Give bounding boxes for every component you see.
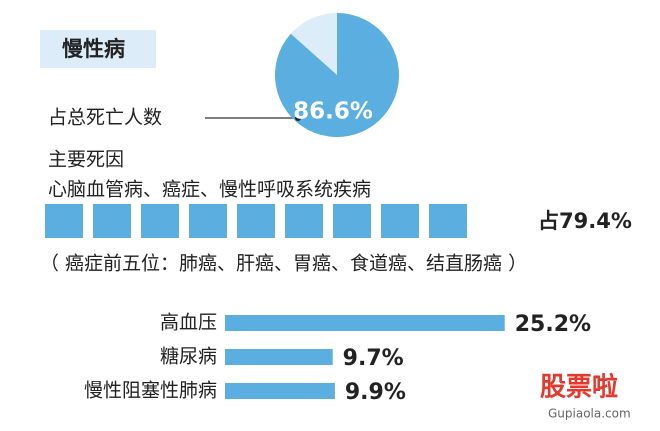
watermark-url: Gupiaola.com bbox=[548, 407, 631, 421]
value-label: 25.2% bbox=[515, 312, 591, 337]
square bbox=[285, 204, 323, 238]
square bbox=[429, 204, 467, 238]
value-label: 9.7% bbox=[343, 346, 404, 371]
category-label: 慢性阻塞性肺病 bbox=[84, 380, 217, 402]
square bbox=[45, 204, 83, 238]
pie-label: 占总死亡人数 bbox=[48, 107, 162, 129]
square bbox=[93, 204, 131, 238]
causes-heading: 主要死因 bbox=[48, 149, 124, 171]
category-label: 高血压 bbox=[160, 312, 217, 334]
square bbox=[237, 204, 275, 238]
category-label: 糖尿病 bbox=[160, 346, 217, 368]
watermark-brand: 股票啦 bbox=[540, 372, 618, 403]
title: 慢性病 bbox=[62, 37, 125, 61]
bar bbox=[225, 349, 333, 365]
square bbox=[381, 204, 419, 238]
pie-value: 86.6% bbox=[293, 99, 373, 125]
leader-dot bbox=[295, 115, 301, 121]
bar bbox=[225, 383, 335, 399]
causes-list: 心脑血管病、癌症、慢性呼吸系统疾病 bbox=[48, 179, 371, 201]
square bbox=[141, 204, 179, 238]
square bbox=[333, 204, 371, 238]
bar bbox=[225, 315, 505, 331]
value-label: 9.9% bbox=[345, 380, 406, 405]
squares bbox=[45, 204, 467, 238]
pie-slice bbox=[275, 13, 400, 137]
causes-note: （ 癌症前五位：肺癌、肝癌、胃癌、食道癌、结直肠癌 ） bbox=[40, 253, 527, 275]
title-box bbox=[40, 30, 156, 68]
causes-share: 占79.4% bbox=[538, 209, 632, 233]
square bbox=[189, 204, 227, 238]
